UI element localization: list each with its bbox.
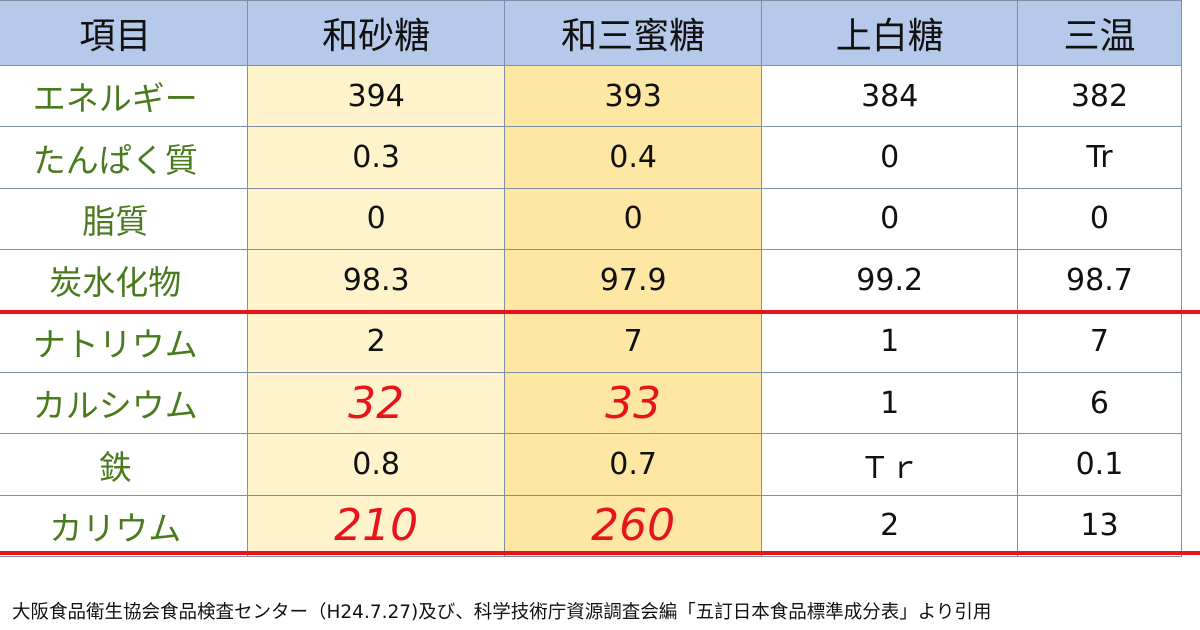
row-label: カリウム — [0, 494, 249, 558]
header-row: 項目 和砂糖 和三蜜糖 上白糖 三温 — [0, 0, 1183, 66]
header-johakutou: 上白糖 — [761, 0, 1018, 66]
table-cell: 0 — [761, 187, 1018, 251]
table-row: エネルギー 394 393 384 382 — [0, 64, 1183, 128]
table-row: ナトリウム 2 7 1 7 — [0, 310, 1183, 373]
table-cell: 97.9 — [503, 249, 763, 312]
table-cell: 0.3 — [247, 126, 505, 189]
table-row: 鉄 0.8 0.7 Ｔｒ 0.1 — [0, 433, 1183, 496]
table-cell: 0 — [247, 187, 505, 251]
highlighted-cell: 33 — [503, 371, 763, 435]
table-cell: 1 — [761, 371, 1018, 435]
table-row: 炭水化物 98.3 97.9 99.2 98.7 — [0, 249, 1183, 312]
table-cell: 0 — [503, 187, 763, 251]
table-cell: 0.7 — [503, 433, 763, 496]
table-cell: 394 — [247, 64, 505, 128]
highlighted-cell: 210 — [247, 494, 505, 558]
table-cell: 0.1 — [1016, 433, 1183, 496]
table-cell: 382 — [1016, 64, 1183, 128]
row-label: カルシウム — [0, 371, 249, 435]
header-item: 項目 — [0, 0, 249, 66]
table-cell: Tr — [1016, 126, 1183, 189]
table-cell: 13 — [1016, 494, 1183, 558]
table-cell: 0.8 — [247, 433, 505, 496]
table-cell: 1 — [761, 310, 1018, 373]
table-row: カルシウム 32 33 1 6 — [0, 371, 1183, 435]
header-sanon: 三温 — [1016, 0, 1183, 66]
row-label: エネルギー — [0, 64, 249, 128]
table-cell: 7 — [503, 310, 763, 373]
highlighted-cell: 32 — [247, 371, 505, 435]
row-label: たんぱく質 — [0, 126, 249, 189]
table-row: カリウム 210 260 2 13 — [0, 494, 1183, 558]
table-cell: 6 — [1016, 371, 1183, 435]
table-cell: 0.4 — [503, 126, 763, 189]
table-cell: 2 — [247, 310, 505, 373]
table-cell: 0 — [1016, 187, 1183, 251]
row-label: ナトリウム — [0, 310, 249, 373]
red-divider-line — [0, 310, 1200, 314]
table-cell: 98.7 — [1016, 249, 1183, 312]
table-cell: Ｔｒ — [761, 433, 1018, 496]
table-cell: 98.3 — [247, 249, 505, 312]
table-cell: 384 — [761, 64, 1018, 128]
table-cell: 393 — [503, 64, 763, 128]
header-wasanmitsutou: 和三蜜糖 — [503, 0, 763, 66]
row-label: 鉄 — [0, 433, 249, 496]
nutrition-table: 項目 和砂糖 和三蜜糖 上白糖 三温 エネルギー 394 393 384 382… — [0, 0, 1183, 558]
row-label: 炭水化物 — [0, 249, 249, 312]
row-label: 脂質 — [0, 187, 249, 251]
highlighted-cell: 260 — [503, 494, 763, 558]
table-cell: 0 — [761, 126, 1018, 189]
table-row: 脂質 0 0 0 0 — [0, 187, 1183, 251]
red-underline — [0, 551, 1200, 555]
table-cell: 99.2 — [761, 249, 1018, 312]
header-wasatou: 和砂糖 — [247, 0, 505, 66]
table-cell: 2 — [761, 494, 1018, 558]
table-row: たんぱく質 0.3 0.4 0 Tr — [0, 126, 1183, 189]
source-caption: 大阪食品衛生協会食品検査センター（H24.7.27)及び、科学技術庁資源調査会編… — [12, 602, 992, 623]
table-cell: 7 — [1016, 310, 1183, 373]
